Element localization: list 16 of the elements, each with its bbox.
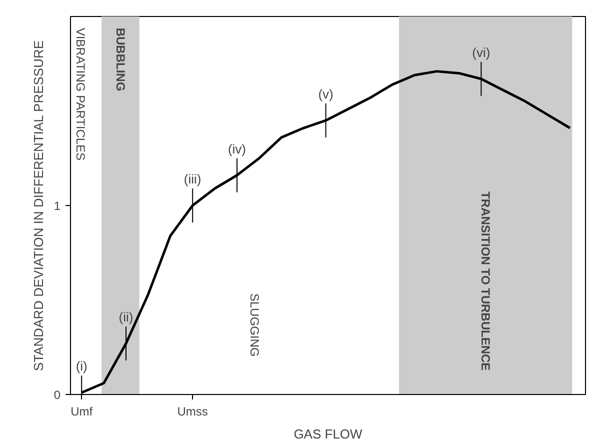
y-tick-label: 1 <box>54 199 61 213</box>
data-label: (v) <box>318 86 334 102</box>
data-label: (i) <box>76 358 88 374</box>
annotation: SLUGGING <box>248 293 262 357</box>
x-tick-label: Umf <box>70 404 94 418</box>
x-tick-label: Umss <box>177 404 208 418</box>
data-label: (vi) <box>472 44 490 60</box>
x-axis-title: GAS FLOW <box>294 426 364 442</box>
annotation: VIBRATING PARTICLES <box>73 28 88 161</box>
y-axis-title: STANDARD DEVIATION IN DIFFERENTIAL PRESSURE <box>30 40 46 372</box>
annotation: BUBBLING <box>113 28 128 92</box>
data-label: (iii) <box>184 172 202 187</box>
y-tick-label: 0 <box>54 388 61 402</box>
annotation: TRANSITION TO TURBULENCE <box>478 192 493 371</box>
data-label: (iv) <box>228 141 246 156</box>
data-label: (ii) <box>118 310 134 325</box>
